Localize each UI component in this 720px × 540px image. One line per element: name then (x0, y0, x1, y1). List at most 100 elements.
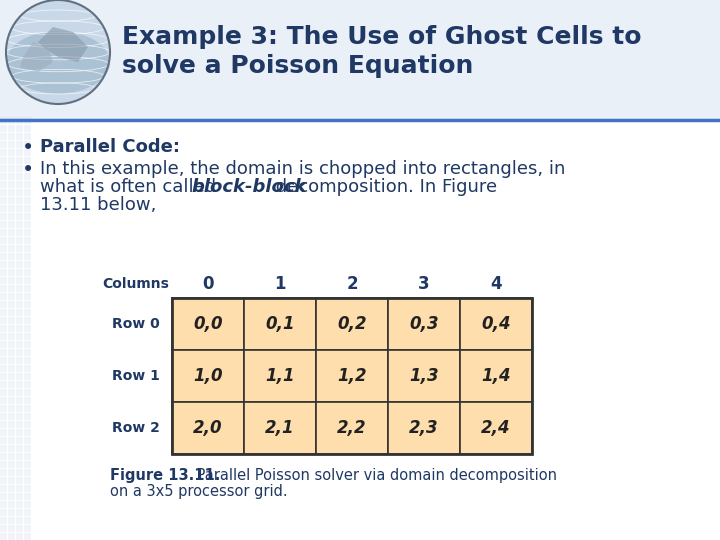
Bar (16, 445, 23, 452)
Bar (8, 349, 15, 356)
Bar (24, 237, 31, 244)
Bar (24, 445, 31, 452)
Bar (24, 421, 31, 428)
Bar (172, 298, 244, 350)
Bar (0, 245, 7, 252)
Bar (16, 181, 23, 188)
Bar (8, 477, 15, 484)
Bar (24, 157, 31, 164)
Bar (24, 429, 31, 436)
Bar (0, 285, 7, 292)
Bar (0, 477, 7, 484)
Bar (16, 325, 23, 332)
Bar (8, 181, 15, 188)
Bar (244, 298, 316, 350)
Bar (0, 517, 7, 524)
Bar (8, 389, 15, 396)
Bar (16, 509, 23, 516)
Bar (24, 453, 31, 460)
Bar (8, 229, 15, 236)
Bar (8, 253, 15, 260)
Bar (0, 229, 7, 236)
Bar (0, 213, 7, 220)
Bar (0, 437, 7, 444)
Bar (8, 453, 15, 460)
Ellipse shape (6, 31, 110, 93)
Bar (24, 293, 31, 300)
Bar (16, 333, 23, 340)
Bar (0, 301, 7, 308)
Bar (8, 381, 15, 388)
Bar (0, 157, 7, 164)
Bar (24, 181, 31, 188)
Bar (388, 402, 460, 454)
Bar (0, 421, 7, 428)
Bar (0, 293, 7, 300)
Bar (16, 477, 23, 484)
Bar (8, 469, 15, 476)
Bar (0, 269, 7, 276)
Bar (8, 197, 15, 204)
Bar (0, 141, 7, 148)
Bar (8, 205, 15, 212)
Bar (16, 373, 23, 380)
Bar (16, 413, 23, 420)
Bar (0, 261, 7, 268)
Bar (8, 133, 15, 140)
Bar (8, 509, 15, 516)
Bar (0, 373, 7, 380)
Bar (24, 117, 31, 124)
Bar (24, 189, 31, 196)
Bar (0, 325, 7, 332)
Text: on a 3x5 processor grid.: on a 3x5 processor grid. (110, 484, 287, 499)
Bar (16, 237, 23, 244)
Bar (24, 357, 31, 364)
Bar (24, 333, 31, 340)
Text: 1,3: 1,3 (409, 367, 438, 385)
Bar (316, 298, 388, 350)
Bar (0, 189, 7, 196)
Bar (16, 125, 23, 132)
Bar (16, 117, 23, 124)
Bar (16, 461, 23, 468)
Text: 1,2: 1,2 (337, 367, 366, 385)
Text: Parallel Poisson solver via domain decomposition: Parallel Poisson solver via domain decom… (192, 468, 557, 483)
Bar (0, 277, 7, 284)
Bar (0, 117, 7, 124)
Bar (8, 533, 15, 540)
Text: 0,1: 0,1 (265, 315, 294, 333)
Bar (24, 477, 31, 484)
Text: 2,4: 2,4 (481, 419, 510, 437)
Text: Row 1: Row 1 (112, 369, 160, 383)
Text: 1,4: 1,4 (481, 367, 510, 385)
Bar (0, 173, 7, 180)
Bar (24, 533, 31, 540)
Bar (8, 189, 15, 196)
Bar (16, 197, 23, 204)
Bar (24, 125, 31, 132)
Bar (172, 298, 532, 454)
Bar (16, 429, 23, 436)
Bar (16, 501, 23, 508)
Bar (16, 389, 23, 396)
Bar (24, 285, 31, 292)
Bar (8, 429, 15, 436)
Bar (172, 402, 244, 454)
Bar (8, 293, 15, 300)
Bar (0, 429, 7, 436)
Bar (24, 165, 31, 172)
Bar (244, 350, 316, 402)
Bar (0, 485, 7, 492)
Bar (244, 402, 316, 454)
Text: 1: 1 (274, 275, 286, 293)
Text: 13.11 below,: 13.11 below, (40, 196, 156, 214)
Text: Parallel Code:: Parallel Code: (40, 138, 180, 156)
Bar (0, 509, 7, 516)
Bar (0, 0, 720, 120)
Bar (0, 501, 7, 508)
Bar (16, 453, 23, 460)
Bar (16, 133, 23, 140)
Bar (24, 325, 31, 332)
Text: 3: 3 (418, 275, 430, 293)
Bar (0, 365, 7, 372)
